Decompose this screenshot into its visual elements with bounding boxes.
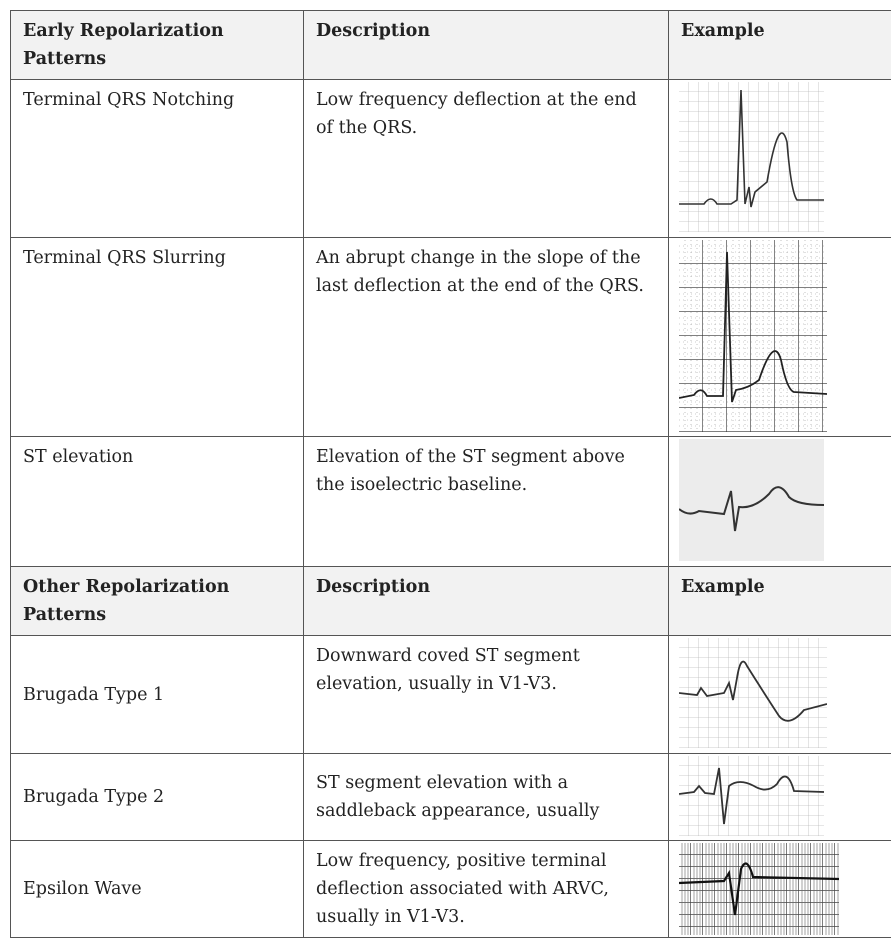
example-cell <box>669 437 891 567</box>
description-cell: Low frequency, positive terminal deflect… <box>304 841 669 938</box>
table: Early Repolarization Patterns Descriptio… <box>10 10 891 938</box>
ecg-image <box>679 439 824 561</box>
ecg-image <box>679 240 827 432</box>
row: Brugada Type 1 Downward coved ST segment… <box>11 636 891 754</box>
ecg-image <box>679 82 824 232</box>
description-cell: Low frequency deflection at the end of t… <box>304 80 669 238</box>
description-cell: ST segment elevation with a saddleback a… <box>304 754 669 841</box>
header-cell: Example <box>669 11 891 80</box>
header-cell: Other Repolarization Patterns <box>11 567 304 636</box>
pattern-cell: Terminal QRS Notching <box>11 80 304 238</box>
pattern-cell: Brugada Type 2 <box>11 754 304 841</box>
header-cell: Example <box>669 567 891 636</box>
pattern-cell: Terminal QRS Slurring <box>11 238 304 437</box>
description-cell: An abrupt change in the slope of the las… <box>304 238 669 437</box>
example-cell <box>669 841 891 938</box>
header-cell: Description <box>304 567 669 636</box>
example-cell <box>669 80 891 238</box>
example-cell <box>669 636 891 754</box>
example-cell <box>669 754 891 841</box>
row: Epsilon Wave Low frequency, positive ter… <box>11 841 891 938</box>
row: Brugada Type 2 ST segment elevation with… <box>11 754 891 841</box>
header-cell: Early Repolarization Patterns <box>11 11 304 80</box>
row: Terminal QRS Slurring An abrupt change i… <box>11 238 891 437</box>
pattern-cell: ST elevation <box>11 437 304 567</box>
example-cell <box>669 238 891 437</box>
ecg-image <box>679 638 827 748</box>
header-row: Early Repolarization Patterns Descriptio… <box>11 11 891 80</box>
description-cell: Downward coved ST segment elevation, usu… <box>304 636 669 754</box>
pattern-cell: Brugada Type 1 <box>11 636 304 754</box>
ecg-image <box>679 843 839 935</box>
pattern-cell: Epsilon Wave <box>11 841 304 938</box>
row: ST elevation Elevation of the ST segment… <box>11 437 891 567</box>
ecg-image <box>679 756 824 836</box>
header-row: Other Repolarization Patterns Descriptio… <box>11 567 891 636</box>
page: Early Repolarization Patterns Descriptio… <box>0 0 891 927</box>
row: Terminal QRS Notching Low frequency defl… <box>11 80 891 238</box>
description-cell: Elevation of the ST segment above the is… <box>304 437 669 567</box>
header-cell: Description <box>304 11 669 80</box>
